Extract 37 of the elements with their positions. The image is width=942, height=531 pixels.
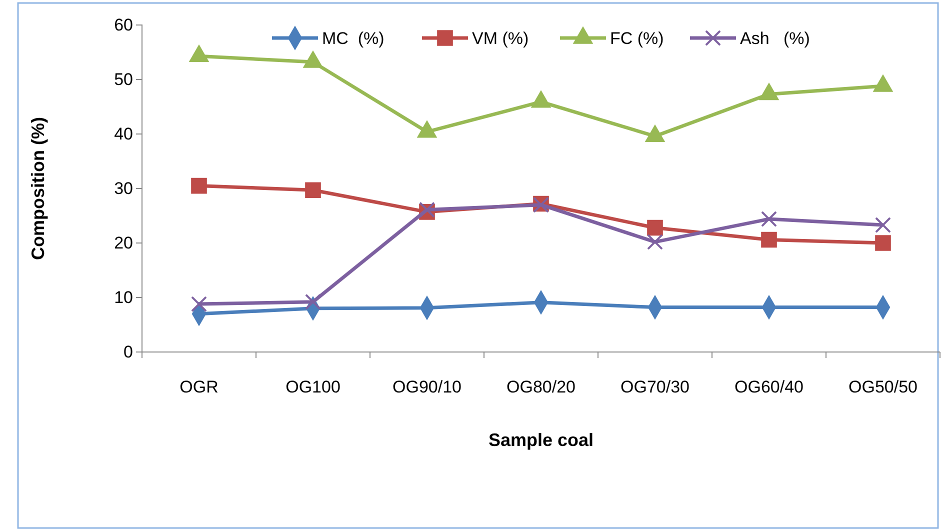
y-tick-label: 40 [114, 124, 133, 144]
y-tick-label: 20 [114, 233, 133, 252]
point [646, 234, 664, 250]
y-tick-label: 60 [114, 15, 133, 34]
x-tick-label: OG50/50 [848, 377, 918, 396]
point [417, 120, 437, 138]
x-axis-title: Sample coal [488, 430, 594, 450]
point [304, 294, 322, 310]
x-tick-label: OG60/40 [734, 377, 804, 396]
point [531, 90, 551, 108]
point [761, 232, 777, 248]
point [874, 217, 892, 234]
point [305, 182, 321, 198]
point [189, 44, 209, 62]
x-tick-label: OGR [180, 377, 218, 396]
legend-label: FC (%) [610, 29, 664, 48]
legend-label: MC (%) [322, 29, 384, 48]
point [875, 235, 891, 251]
point [647, 220, 663, 236]
y-tick-label: 10 [114, 288, 133, 307]
x-tick-label: OG90/10 [392, 377, 462, 396]
point [645, 124, 665, 142]
legend-label: Ash (%) [740, 29, 810, 48]
y-tick-label: 0 [124, 342, 133, 362]
x-tick-label: OG80/20 [506, 377, 576, 396]
point [759, 82, 779, 100]
x-tick-label: OG70/30 [620, 377, 690, 396]
x-tick-label: OG100 [286, 377, 340, 396]
point [190, 296, 208, 312]
point [760, 211, 778, 228]
y-axis-title: Composition (%) [28, 117, 48, 260]
point [303, 50, 323, 68]
legend-label: VM (%) [472, 29, 529, 48]
y-tick-label: 30 [114, 178, 133, 198]
point [191, 178, 207, 194]
y-tick-label: 50 [114, 70, 133, 89]
point [873, 74, 893, 92]
